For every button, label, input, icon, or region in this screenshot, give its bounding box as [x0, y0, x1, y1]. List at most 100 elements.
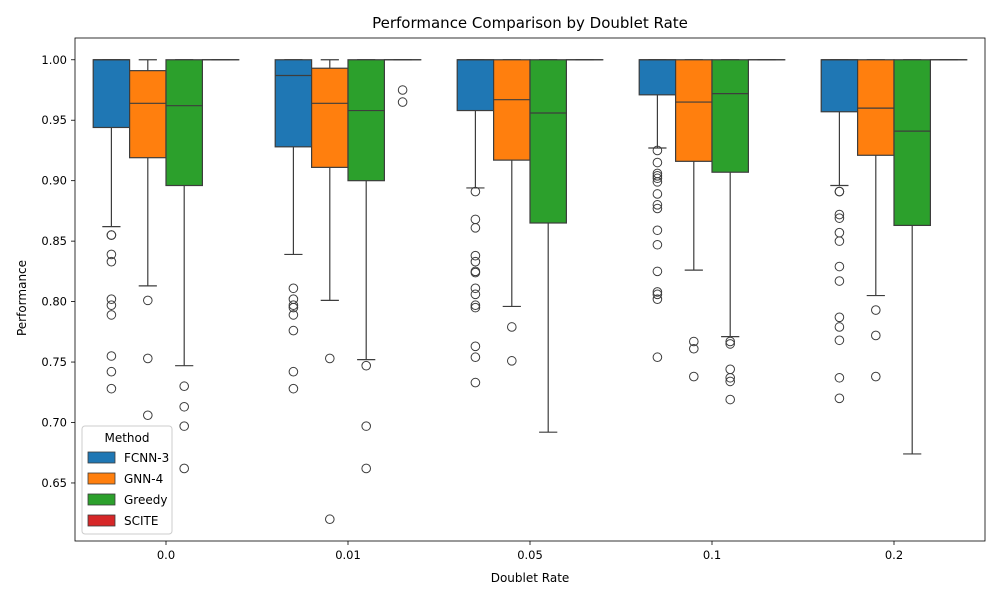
legend-label: FCNN-3: [124, 451, 169, 465]
box-fcnn-3-0.01: [274, 59, 313, 394]
legend-label: SCITE: [124, 514, 158, 528]
outlier-point: [652, 200, 663, 210]
box-body: [893, 59, 932, 227]
outlier-point: [106, 383, 117, 394]
outlier-point: [288, 300, 299, 311]
outlier-point: [834, 393, 845, 404]
box-greedy-0.0: [165, 59, 204, 474]
outlier-point: [288, 310, 299, 320]
y-tick-label: 1.00: [41, 53, 67, 67]
legend: Method FCNN-3 GNN-4 Greedy SCITE: [81, 425, 173, 535]
box-gnn-4-0.2: [856, 59, 895, 382]
box-body: [274, 59, 313, 148]
outlier-point: [725, 339, 736, 349]
outlier-point: [652, 287, 663, 297]
legend-swatch: [87, 472, 116, 485]
outlier-point: [871, 330, 881, 341]
box-fcnn-3-0.2: [820, 59, 859, 404]
outlier-point: [652, 225, 663, 236]
outlier-point: [689, 343, 699, 354]
box-body: [311, 67, 349, 168]
box-body: [638, 59, 677, 96]
outlier-point: [288, 302, 299, 313]
outlier-point: [106, 294, 117, 304]
outlier-point: [179, 421, 189, 431]
outlier-point: [652, 239, 663, 250]
x-tick-label: 0.05: [517, 548, 543, 562]
box-fcnn-3-0.0: [92, 59, 131, 394]
outlier-point: [470, 256, 481, 267]
box-body: [92, 59, 131, 129]
y-tick-label: 0.90: [41, 174, 67, 188]
y-tick-label: 0.75: [41, 355, 67, 369]
x-tick-label: 0.01: [335, 548, 361, 562]
outlier-point: [871, 305, 881, 315]
outlier-point: [361, 360, 372, 371]
x-tick-label: 0.2: [885, 548, 903, 562]
box-fcnn-3-0.05: [456, 59, 495, 388]
outlier-point: [834, 186, 845, 197]
outlier-point: [725, 336, 736, 347]
legend-title: Method: [104, 431, 149, 445]
chart-title: Performance Comparison by Doublet Rate: [372, 14, 688, 32]
outlier-point: [143, 410, 153, 421]
box-gnn-4-0.0: [129, 59, 167, 421]
outlier-point: [725, 376, 736, 387]
outlier-point: [106, 256, 117, 267]
outlier-point: [470, 352, 481, 363]
outlier-point: [288, 283, 299, 294]
outlier-point: [179, 401, 189, 412]
outlier-point: [652, 203, 663, 214]
outlier-point: [871, 371, 881, 382]
legend-swatch: [87, 493, 116, 506]
outlier-point: [397, 85, 408, 95]
outlier-point: [179, 381, 189, 392]
x-axis-label: Doublet Rate: [491, 571, 570, 585]
box-greedy-0.05: [529, 59, 568, 433]
outlier-point: [834, 276, 845, 286]
outlier-point: [361, 421, 372, 431]
box-body: [347, 59, 386, 182]
box-body: [529, 59, 568, 224]
outlier-point: [507, 356, 517, 366]
outlier-point: [106, 310, 117, 320]
x-axis: 0.0 0.01 0.05 0.1 0.2: [157, 541, 903, 562]
outlier-point: [507, 322, 517, 332]
outlier-point: [652, 352, 663, 363]
outlier-point: [470, 223, 481, 233]
outlier-point: [725, 394, 736, 405]
outlier-point: [325, 353, 335, 364]
box-gnn-4-0.05: [493, 59, 531, 366]
box-body: [856, 59, 895, 156]
y-axis: 0.65 0.70 0.75 0.80 0.85 0.90 0.95 1.00: [41, 53, 75, 490]
outlier-point: [652, 173, 663, 184]
box-body: [456, 59, 495, 112]
y-axis-label: Performance: [15, 260, 29, 336]
outlier-point: [470, 302, 481, 313]
box-body: [820, 59, 859, 113]
outlier-point: [652, 266, 663, 277]
y-tick-label: 0.95: [41, 113, 67, 127]
box-gnn-4-0.01: [311, 59, 349, 525]
outlier-point: [834, 213, 845, 223]
outlier-point: [652, 177, 663, 187]
outlier-point: [834, 372, 845, 383]
outlier-point: [325, 514, 335, 525]
outlier-point: [106, 366, 117, 377]
outlier-point: [652, 294, 663, 304]
outlier-point: [106, 230, 117, 240]
outlier-point: [470, 377, 481, 388]
box-fcnn-3-0.1: [638, 59, 677, 363]
outlier-point: [652, 145, 663, 156]
outlier-point: [397, 97, 408, 107]
y-tick-label: 0.80: [41, 295, 67, 309]
box-greedy-0.1: [711, 59, 750, 405]
outlier-point: [143, 353, 153, 364]
outlier-point: [470, 341, 481, 352]
plot-frame: [74, 37, 986, 542]
plot-area: [92, 59, 968, 525]
legend-label: GNN-4: [124, 472, 163, 486]
outlier-point: [834, 236, 845, 246]
outlier-point: [834, 335, 845, 346]
outlier-point: [361, 463, 372, 474]
